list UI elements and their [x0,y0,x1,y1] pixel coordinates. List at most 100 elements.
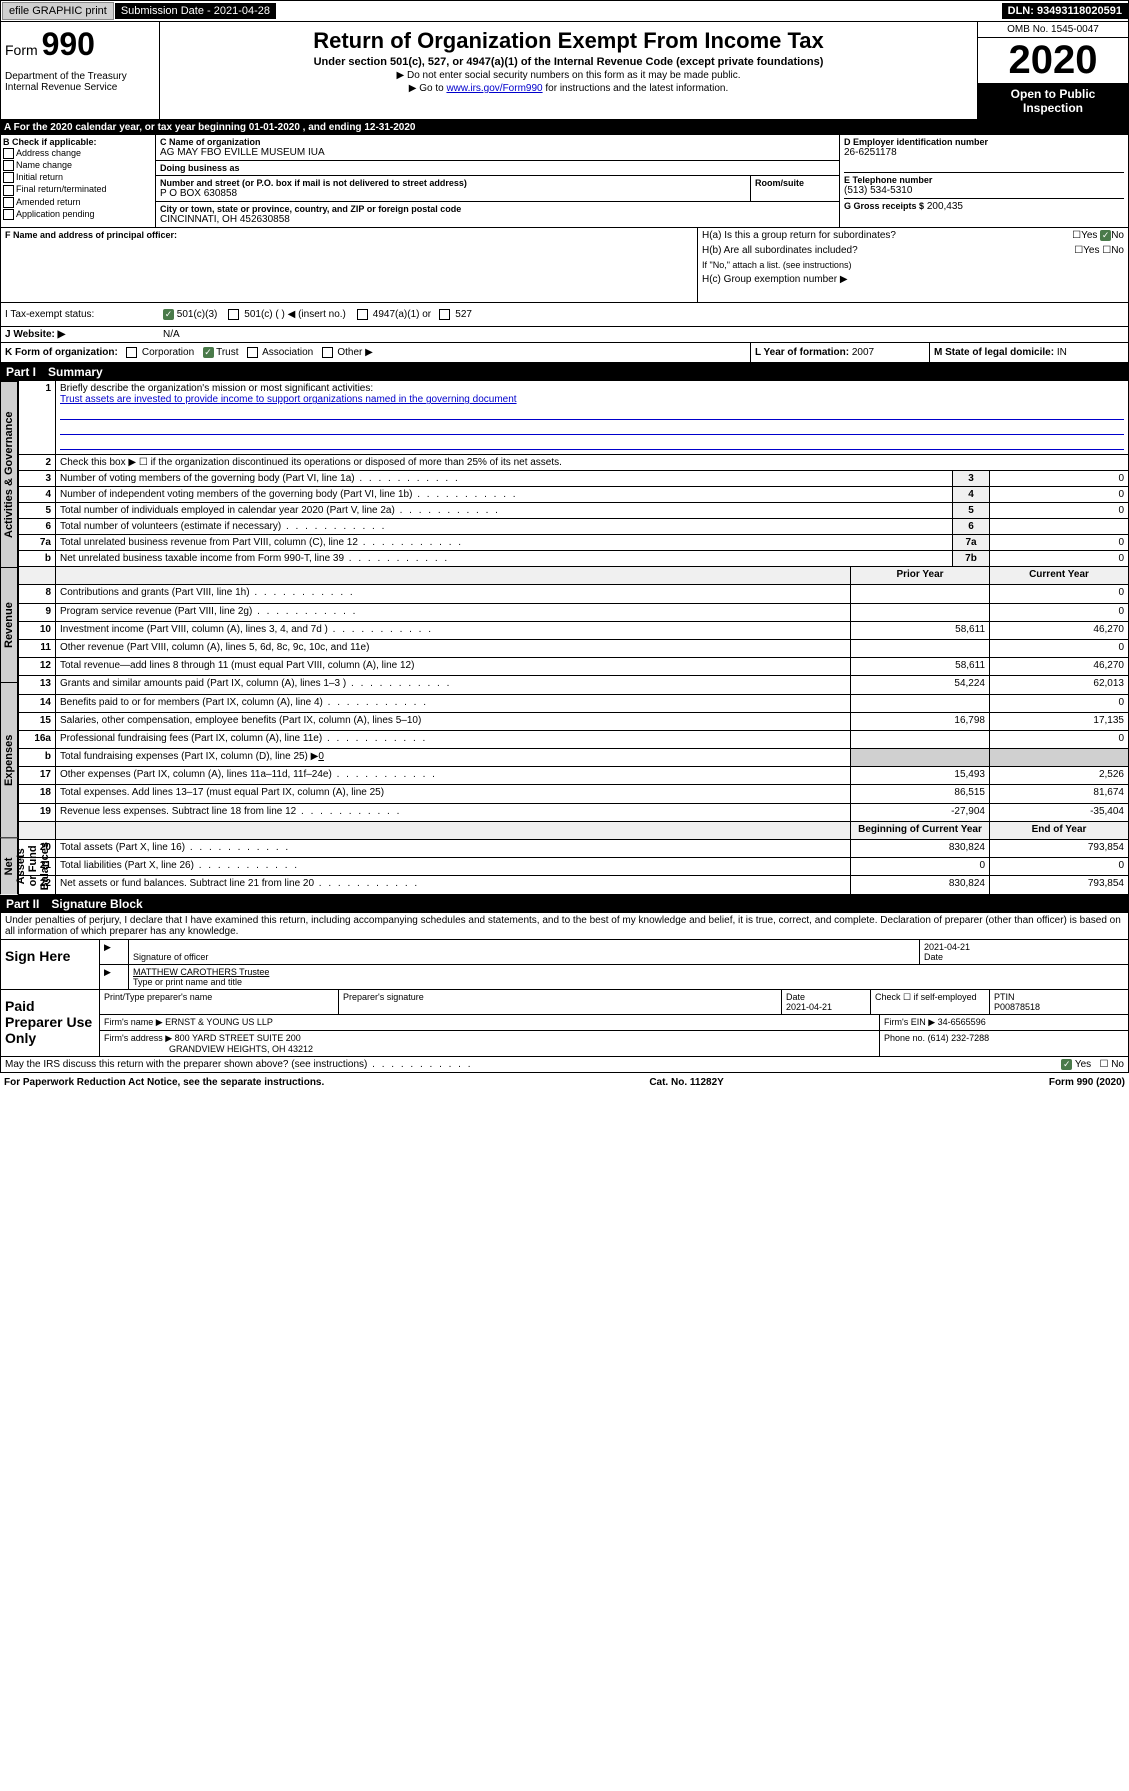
ssn-note: ▶ Do not enter social security numbers o… [164,70,973,81]
typed-name: MATTHEW CAROTHERS Trustee [133,967,269,977]
org-type-corporation[interactable]: Corporation [126,347,202,358]
submission-date-label: Submission Date - 2021-04-28 [115,3,276,19]
firm-ein-label: Firm's EIN ▶ [884,1017,935,1027]
line-19-prior: -27,904 [851,803,990,821]
omb-number: OMB No. 1545-0047 [978,22,1128,38]
line-21-text: Total liabilities (Part X, line 26) [56,858,851,876]
tax-exempt-label: I Tax-exempt status: [1,303,159,326]
line-20-current: 793,854 [990,840,1129,858]
line-14-text: Benefits paid to or for members (Part IX… [56,694,851,712]
h-b-note: If "No," attach a list. (see instruction… [698,258,1128,272]
line-16a-current: 0 [990,730,1129,748]
cat-no: Cat. No. 11282Y [649,1077,723,1088]
line-3-value: 0 [990,471,1129,487]
gross-receipts-value: 200,435 [927,201,963,212]
form-organization: K Form of organization: Corporation ✓ Tr… [1,343,750,362]
phone-label: E Telephone number [844,175,1124,185]
preparer-date: 2021-04-21 [786,1002,832,1012]
sign-date: 2021-04-21 [924,942,970,952]
line-13-text: Grants and similar amounts paid (Part IX… [56,676,851,694]
efile-button[interactable]: efile GRAPHIC print [2,2,114,20]
line-4-value: 0 [990,487,1129,503]
sign-date-label: Date [924,952,943,962]
revenue-tab: Revenue [0,567,18,682]
arrow-icon: ▶ [100,965,129,989]
dba-label: Doing business as [160,163,835,173]
perjury-statement: Under penalties of perjury, I declare th… [0,913,1129,940]
prior-year-header: Prior Year [851,567,990,585]
line-9-current: 0 [990,603,1129,621]
line-22-current: 793,854 [990,876,1129,894]
phone-value: (513) 534-5310 [844,185,1124,196]
arrow-icon: ▶ [100,940,129,964]
discuss-question: May the IRS discuss this return with the… [5,1059,984,1070]
end-year-header: End of Year [990,821,1129,839]
checkbox-application-pending[interactable]: Application pending [3,209,153,220]
line-15-current: 17,135 [990,712,1129,730]
h-b-answer: ☐Yes ☐No [1030,243,1128,258]
net-assets-tab: Net Assets or Fund Balances [0,837,18,894]
top-toolbar: efile GRAPHIC print Submission Date - 20… [0,0,1129,22]
org-type-trust[interactable]: ✓ Trust [203,347,247,358]
preparer-date-label: Date [786,992,805,1002]
goto-note: ▶ Go to www.irs.gov/Form990 for instruct… [164,83,973,94]
year-formation-label: L Year of formation: [755,347,849,358]
self-employed-check: Check ☐ if self-employed [871,990,990,1014]
form-ref: Form 990 (2020) [1049,1077,1125,1088]
ptin-label: PTIN [994,992,1015,1002]
line-16a-text: Professional fundraising fees (Part IX, … [56,730,851,748]
h-c-question: H(c) Group exemption number ▶ [698,272,1128,287]
form-subtitle: Under section 501(c), 527, or 4947(a)(1)… [164,56,973,68]
h-a-answer: ☐Yes ✓No [1030,228,1128,243]
line-17-current: 2,526 [990,767,1129,785]
form-title: Return of Organization Exempt From Incom… [164,28,973,54]
expenses-tab: Expenses [0,682,18,837]
line-4-text: Number of independent voting members of … [56,487,953,503]
city-label: City or town, state or province, country… [160,204,835,214]
line-12-current: 46,270 [990,658,1129,676]
checkbox-address-change[interactable]: Address change [3,148,153,159]
line-10-prior: 58,611 [851,621,990,639]
line-20-text: Total assets (Part X, line 16) [56,840,851,858]
firm-address-2: GRANDVIEW HEIGHTS, OH 43212 [169,1044,313,1054]
checkbox-initial-return[interactable]: Initial return [3,172,153,183]
line-8-text: Contributions and grants (Part VIII, lin… [56,585,851,603]
form-number: Form 990 [5,26,155,63]
h-a-question: H(a) Is this a group return for subordin… [698,228,1030,243]
line-17-prior: 15,493 [851,767,990,785]
line-13-current: 62,013 [990,676,1129,694]
line-12-text: Total revenue—add lines 8 through 11 (mu… [56,658,851,676]
irs-link[interactable]: www.irs.gov/Form990 [446,83,542,94]
line-5-text: Total number of individuals employed in … [56,503,953,519]
ein-value: 26-6251178 [844,147,1124,158]
checkbox-final-return-terminated[interactable]: Final return/terminated [3,184,153,195]
dln-label: DLN: 93493118020591 [1002,3,1128,19]
checkbox-amended-return[interactable]: Amended return [3,197,153,208]
line-22-prior: 830,824 [851,876,990,894]
current-year-header: Current Year [990,567,1129,585]
org-type-association[interactable]: Association [247,347,322,358]
firm-phone: (614) 232-7288 [928,1033,990,1043]
line-3-text: Number of voting members of the governin… [56,471,953,487]
year-formation-value: 2007 [852,347,874,358]
org-type-other[interactable]: Other ▶ [322,347,379,358]
line-18-current: 81,674 [990,785,1129,803]
city-value: CINCINNATI, OH 452630858 [160,214,835,225]
room-label: Room/suite [755,178,835,188]
website-label: J Website: ▶ [1,327,159,342]
org-name-label: C Name of organization [160,137,835,147]
ein-label: D Employer identification number [844,137,1124,147]
website-value: N/A [159,327,1128,342]
tax-exempt-options: ✓ 501(c)(3) 501(c) ( ) ◀ (insert no.) 49… [159,303,1128,326]
line-6-text: Total number of volunteers (estimate if … [56,519,953,535]
line-21-current: 0 [990,858,1129,876]
state-domicile-value: IN [1057,347,1067,358]
line-8-current: 0 [990,585,1129,603]
checkbox-name-change[interactable]: Name change [3,160,153,171]
firm-ein: 34-6565596 [938,1017,986,1027]
line-20-prior: 830,824 [851,840,990,858]
state-domicile-label: M State of legal domicile: [934,347,1054,358]
line-7b-text: Net unrelated business taxable income fr… [56,551,953,567]
line-9-prior [851,603,990,621]
period-a-bar: A For the 2020 calendar year, or tax yea… [0,120,1129,135]
